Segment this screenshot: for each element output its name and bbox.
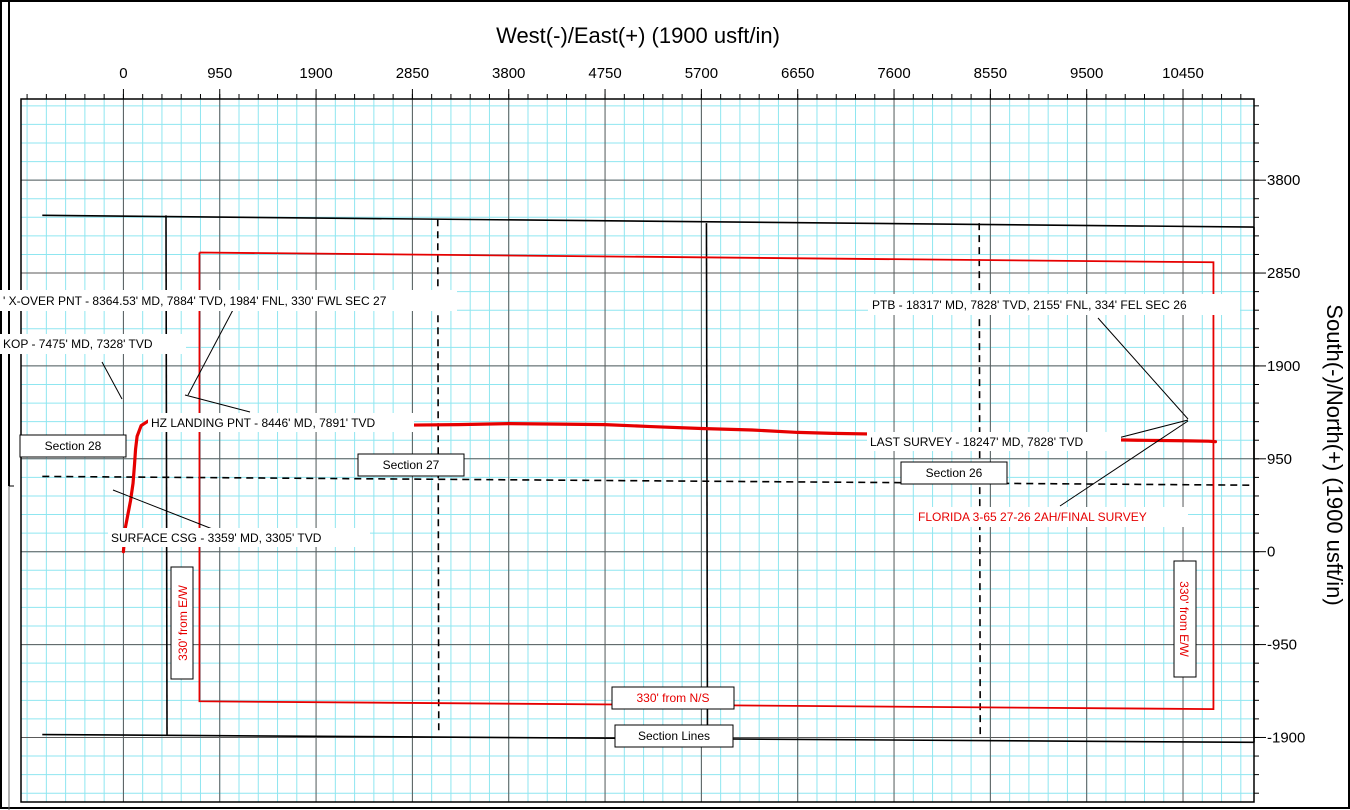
y-tick-label: -950 [1267,637,1297,654]
leader-kop [101,361,123,400]
y-tick-label: 950 [1267,451,1292,468]
from-ew-right-label: 330' from E/W [1177,581,1191,657]
y-axis: 3800 2850 1900 950 0 -950 -1900 [1254,105,1305,794]
hardline-330-setback [198,251,1215,711]
section28-label-box [19,434,127,458]
x-tick-label: 5700 [685,65,718,82]
kop-label: KOP - 7475' MD, 7328' TVD [3,337,153,351]
x-tick-label: 0 [119,65,127,82]
y-tick-label: 2850 [1267,265,1300,282]
annotations: ' X-OVER PNT - 8364.53' MD, 7884' TVD, 1… [0,290,1240,748]
leader-hz-landing [184,394,251,413]
leader-last-survey [1117,419,1189,439]
surface-csg-label: SURFACE CSG - 3359' MD, 3305' TVD [111,531,322,545]
section26-label-box [900,461,1008,485]
x-tick-label: 1900 [299,65,332,82]
surface-csg-label-box [108,528,370,547]
last-survey-label: LAST SURVEY - 18247' MD, 7828' TVD [870,435,1083,449]
from-ew-left-label: 330' from E/W [176,585,190,661]
leader-well-name [1059,420,1189,507]
section27-label-box [357,453,465,477]
y-tick-label: -1900 [1267,729,1305,746]
x-axis: 0 950 1900 2850 3800 4750 5700 6650 7600 8550 9500… [26,65,1242,99]
from-ns-label-box [611,686,735,710]
y-axis-title: South(-)/North(+) (1900 usft/in) [1322,304,1347,605]
x-tick-label: 7600 [877,65,910,82]
from-ew-right-box [1173,560,1197,678]
leader-xover [187,307,235,396]
y-tick-label: 3800 [1267,172,1300,189]
y-tick-label: 0 [1267,544,1275,561]
section28-label: Section 28 [45,439,102,453]
xover-label: ' X-OVER PNT - 8364.53' MD, 7884' TVD, 1… [3,294,387,308]
x-axis-title: West(-)/East(+) (1900 usft/in) [496,23,780,48]
section-line-dashed [42,475,1255,487]
xover-label-box [0,290,457,311]
y-tick-label: 1900 [1267,358,1300,375]
ptb-label: PTB - 18317' MD, 7828' TVD, 2155' FNL, 3… [872,298,1187,312]
last-survey-label-box [867,432,1121,451]
section26-label: Section 26 [926,466,983,480]
x-tick-label: 6650 [781,65,814,82]
leader-surface-csg [112,489,216,531]
x-tick-label: 2850 [396,65,429,82]
from-ew-left-box [170,566,194,680]
leader-lines [101,307,1189,531]
x-tick-label: 4750 [588,65,621,82]
hz-landing-label-box [148,413,414,432]
well-name-label: FLORIDA 3-65 27-26 2AH/FINAL SURVEY [918,510,1147,524]
x-tick-label: 3800 [492,65,525,82]
x-tick-label: 8550 [974,65,1007,82]
section-lines-label-box [614,724,734,748]
section27-label: Section 27 [383,458,440,472]
section-line-solid [42,214,1255,228]
x-tick-label: 10450 [1162,65,1204,82]
x-tick-label: 9500 [1070,65,1103,82]
x-tick-label: 950 [207,65,232,82]
from-ns-label: 330' from N/S [637,691,710,705]
hz-landing-label: HZ LANDING PNT - 8446' MD, 7891' TVD [151,416,376,430]
ptb-label-box [868,294,1240,315]
section-lines-label: Section Lines [638,729,710,743]
kop-label-box [0,334,186,354]
well-name-label-box [914,507,1188,527]
leader-ptb [1097,317,1189,420]
